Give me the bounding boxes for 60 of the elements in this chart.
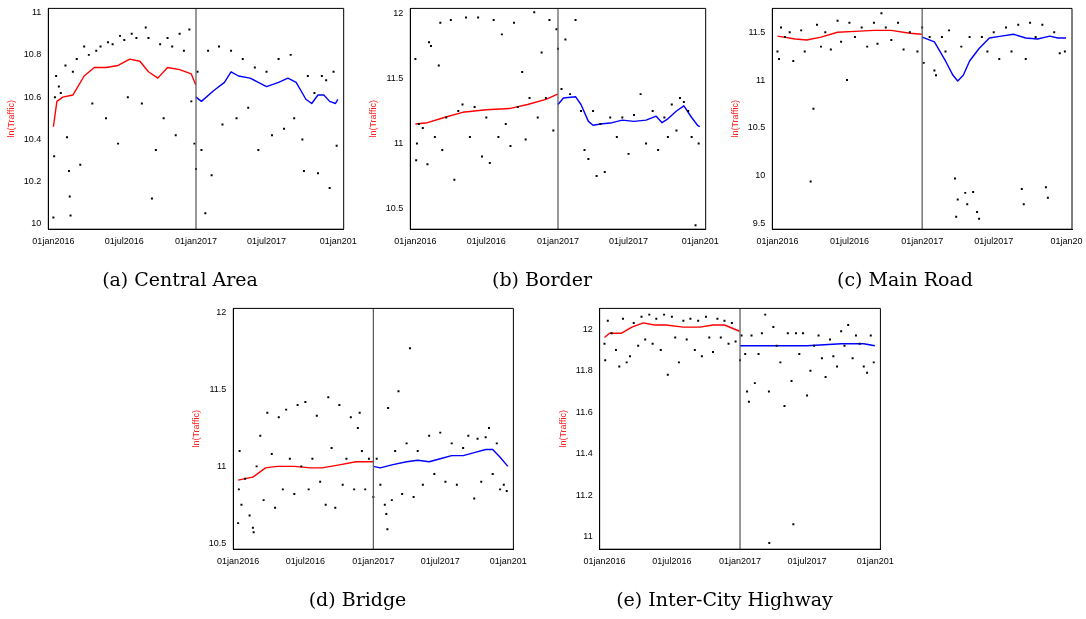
x-tick-label: 01jan201 [319,236,357,247]
y-tick-label: 10.8 [23,49,42,60]
text: (d) Bridge [307,588,408,610]
y-tick-label: 12 [216,307,227,318]
x-tick-label: 01jan2016 [394,236,437,247]
y-tick-label: 10.4 [23,133,42,144]
x-tick-label: 01jul2016 [104,236,144,247]
x-tick-label: 01jan2016 [217,556,260,567]
y-tick-label: 10.6 [23,91,42,102]
y-tick-label: 11 [31,7,42,18]
x-tick-label: 01jan201 [681,236,719,247]
text: (e) Inter-City Highway [615,588,834,610]
x-tick-label: 01jul2017 [974,236,1014,247]
x-tick-label: 01jan2016 [756,236,799,247]
y-tick-label: 10.5 [747,122,766,133]
y-tick-label: 11.4 [575,448,593,459]
y-axis-title: ln(Traffic) [557,410,568,448]
x-tick-label: 01jul2017 [787,556,827,567]
x-tick-label: 01jan2017 [719,556,762,567]
y-tick-label: 11 [393,137,404,148]
y-tick-label: 11.8 [575,365,593,376]
y-tick-label: 11.2 [575,489,593,500]
x-tick-label: 01jan20 [1050,236,1083,247]
y-tick-label: 10.5 [385,202,404,213]
y-tick-label: 12 [393,8,404,19]
y-tick-label: 10.5 [208,537,227,548]
y-tick-label: 11 [583,531,593,542]
text: (c) Main Road [836,268,974,290]
y-tick-label: 11.5 [209,384,227,395]
x-tick-label: 01jan2016 [583,556,626,567]
x-tick-label: 01jul2016 [829,236,869,247]
x-tick-label: 01jul2016 [652,556,692,567]
x-tick-label: 01jul2017 [609,236,649,247]
y-tick-label: 9.5 [752,217,766,228]
y-axis-title: ln(Traffic) [729,100,740,138]
x-tick-label: 01jan201 [856,556,894,567]
y-tick-label: 11 [216,460,227,471]
y-tick-label: 10 [755,170,766,181]
x-tick-label: 01jan2017 [901,236,944,247]
x-tick-label: 01jan201 [489,556,527,567]
x-tick-label: 01jan2017 [352,556,395,567]
y-tick-label: 10.2 [23,176,42,187]
y-tick-label: 11.6 [575,406,593,417]
y-axis-title: ln(Traffic) [367,100,378,138]
x-tick-label: 01jan2017 [174,236,218,247]
x-tick-label: 01jan2017 [536,236,580,247]
x-tick-label: 01jul2017 [420,556,460,567]
y-tick-label: 10 [31,218,42,229]
text: (b) Border [491,268,593,290]
y-axis-title: ln(Traffic) [5,100,16,138]
x-tick-label: 01jul2016 [466,236,506,247]
x-tick-label: 01jan2016 [32,236,75,247]
y-tick-label: 11 [755,74,766,85]
y-tick-label: 11.5 [748,26,766,37]
y-axis-title: ln(Traffic) [190,410,201,448]
x-tick-label: 01jul2016 [285,556,325,567]
text: (a) Central Area [101,268,259,290]
x-tick-label: 01jul2017 [247,236,287,247]
y-tick-label: 11.5 [386,73,404,84]
y-tick-label: 12 [582,323,593,334]
